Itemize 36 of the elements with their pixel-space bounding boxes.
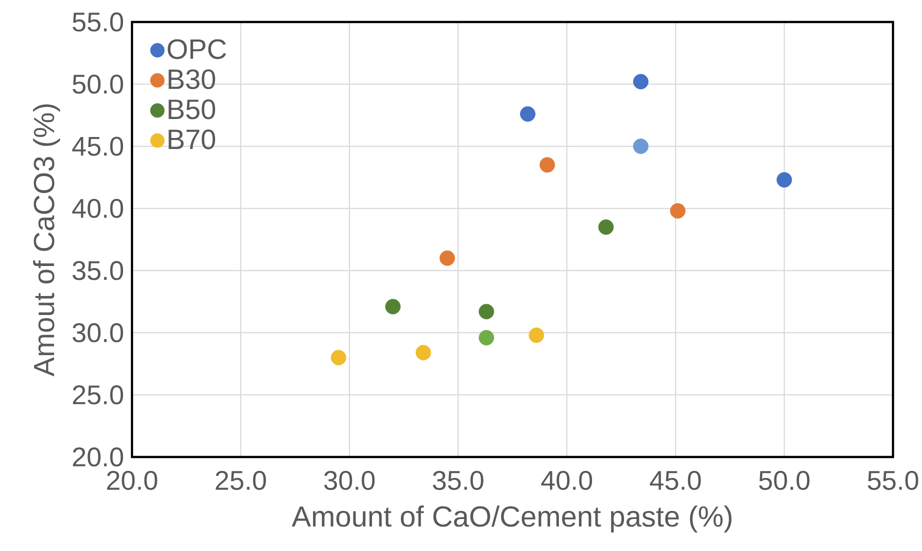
point (540, 157, 555, 173)
x-tick-label: 40.0 (541, 470, 592, 490)
legend-label: B30 (168, 69, 216, 90)
x-tick-label: 45.0 (650, 470, 701, 490)
point (776, 172, 792, 188)
y-tick-label: 50.0 (72, 74, 124, 94)
point (670, 203, 686, 219)
point (416, 344, 432, 360)
legend-label: B50 (168, 99, 216, 120)
point (633, 138, 648, 154)
x-tick-label: 30.0 (324, 470, 375, 490)
point (440, 250, 455, 266)
x-tick-label: 50.0 (759, 470, 810, 490)
point (385, 298, 401, 314)
x-axis-title: Amount of CaO/Cement paste (%) (292, 506, 732, 533)
point (478, 330, 494, 346)
y-tick-label: 35.0 (72, 261, 124, 280)
x-tick-label: 55.0 (868, 470, 918, 490)
x-tick-label: 20.0 (107, 470, 158, 490)
point (598, 219, 614, 235)
y-tick-label: 25.0 (72, 385, 124, 404)
x-tick-label: 25.0 (216, 470, 266, 490)
point (528, 328, 544, 343)
y-tick-label: 30.0 (72, 323, 124, 342)
legend-label: B70 (168, 129, 216, 150)
y-tick-label: 40.0 (72, 198, 124, 218)
point (330, 350, 346, 366)
y-tick-label: 55.0 (72, 12, 124, 32)
y-tick-label: 20.0 (72, 447, 124, 467)
point (520, 106, 536, 122)
y-tick-label: 45.0 (72, 136, 124, 156)
y-axis-title: Amout of CaCO3 (%) (33, 104, 60, 376)
legend-label: OPC (168, 39, 226, 60)
point (633, 74, 648, 90)
point (478, 304, 494, 320)
x-tick-label: 35.0 (432, 470, 484, 490)
